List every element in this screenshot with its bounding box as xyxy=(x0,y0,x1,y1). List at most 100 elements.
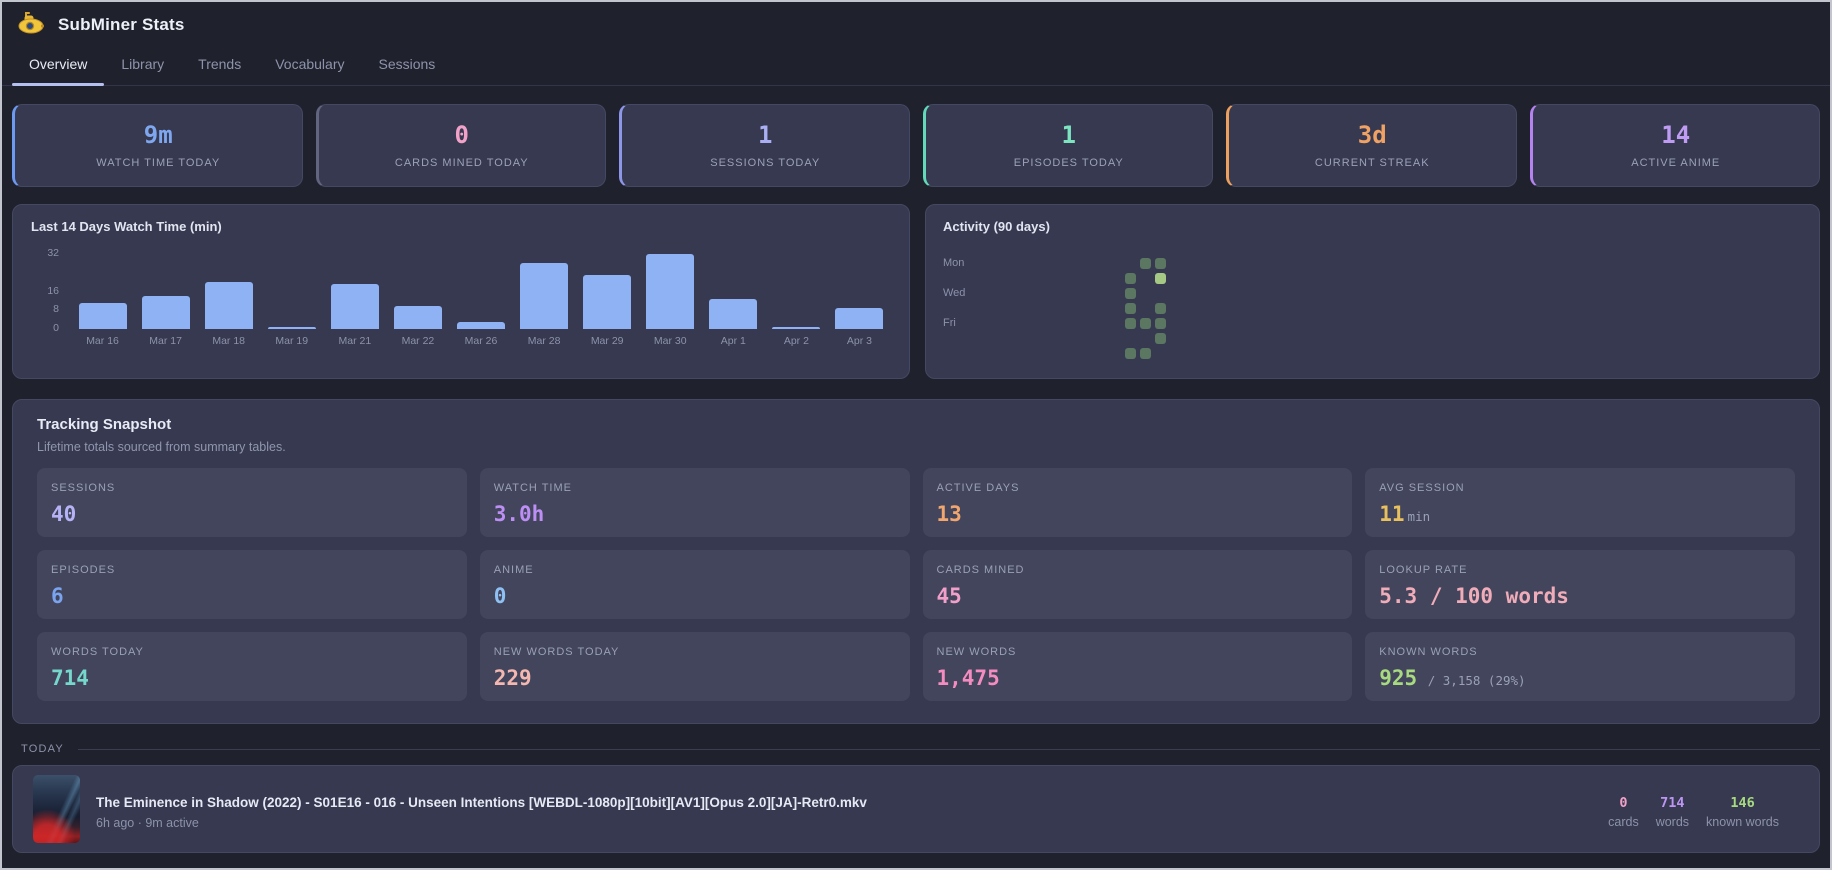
heatmap-cell xyxy=(1155,273,1166,284)
x-tick-label: Mar 18 xyxy=(212,335,246,347)
tile-value: 11 min xyxy=(1379,504,1781,525)
tile-label: CARDS MINED xyxy=(936,564,1025,576)
heatmap-cell xyxy=(1035,258,1046,269)
heatmap-cell xyxy=(990,318,1001,329)
heatmap-cell xyxy=(1035,303,1046,314)
snapshot-tile-avg-session: AVG SESSION 11 min xyxy=(1365,468,1795,537)
today-episode-row[interactable]: The Eminence in Shadow (2022) - S01E16 -… xyxy=(12,765,1820,853)
stat-card-active-anime: 14 ACTIVE ANIME xyxy=(1529,104,1820,187)
heatmap-grid xyxy=(975,258,1166,359)
tracking-subtitle: Lifetime totals sourced from summary tab… xyxy=(37,440,286,454)
stat-label: SESSIONS TODAY xyxy=(710,156,821,169)
tile-value: 40 xyxy=(51,504,453,525)
heatmap-cell xyxy=(1080,288,1091,299)
heatmap-cell xyxy=(990,288,1001,299)
stat-card-current-streak: 3d CURRENT STREAK xyxy=(1226,104,1517,187)
tile-label: NEW WORDS xyxy=(936,646,1017,658)
bar-slot: Mar 17 xyxy=(134,254,197,347)
snapshot-tile-known-words: KNOWN WORDS 925 / 3,158 (29%) xyxy=(1365,632,1795,701)
tile-value: 13 xyxy=(937,504,1339,525)
tile-value-main: 6 xyxy=(51,584,64,608)
episode-stat-value: 146 xyxy=(1730,795,1755,811)
heatmap-cell xyxy=(1035,333,1046,344)
y-tick: 16 xyxy=(47,284,59,297)
bar xyxy=(772,326,821,329)
heatmap-cell xyxy=(1125,258,1136,269)
heatmap-cell xyxy=(1095,273,1106,284)
tab-overview[interactable]: Overview xyxy=(12,44,105,86)
x-tick-label: Mar 17 xyxy=(149,335,182,347)
heatmap-cell xyxy=(1095,303,1106,314)
tile-value: 45 xyxy=(937,586,1339,607)
heatmap-cell xyxy=(1095,258,1106,269)
bar xyxy=(646,254,695,329)
episode-thumbnail xyxy=(33,775,80,843)
bar-slot: Mar 21 xyxy=(323,254,386,347)
episode-title: The Eminence in Shadow (2022) - S01E16 -… xyxy=(96,795,867,810)
tile-label: SESSIONS xyxy=(51,482,116,494)
y-tick: 0 xyxy=(53,322,59,334)
heatmap-cell xyxy=(1125,333,1136,344)
heatmap-cell xyxy=(1020,288,1031,299)
x-tick-label: Apr 1 xyxy=(720,335,746,347)
tile-value-main: 5.3 / 100 words xyxy=(1379,584,1569,608)
tab-trends[interactable]: Trends xyxy=(198,56,242,72)
episode-stat-label: words xyxy=(1655,815,1690,829)
tile-value: 1,475 xyxy=(937,668,1339,689)
heatmap-cell xyxy=(1080,348,1091,359)
y-tick: 8 xyxy=(53,303,59,316)
tracking-tiles: SESSIONS 40 WATCH TIME 3.0h ACTIVE DAYS 13 AVG… xyxy=(37,468,1795,701)
heatmap-cell xyxy=(1050,258,1061,269)
tile-value: 6 xyxy=(51,586,453,607)
heatmap-cell xyxy=(1155,288,1166,299)
tile-value: 3.0h xyxy=(494,504,896,525)
heatmap-cell xyxy=(1005,258,1016,269)
bar-slot: Mar 18 xyxy=(197,254,260,347)
bar xyxy=(709,298,758,329)
heatmap-cell xyxy=(1035,273,1046,284)
heatmap-cell xyxy=(1155,318,1166,329)
bar xyxy=(141,296,190,329)
heatmap-cell xyxy=(990,303,1001,314)
heatmap-cell xyxy=(1035,348,1046,359)
heatmap-cell xyxy=(975,348,986,359)
heatmap-cell xyxy=(1020,258,1031,269)
tile-label: ANIME xyxy=(493,564,534,576)
tile-value-main: 13 xyxy=(936,502,962,526)
heatmap-cell xyxy=(1065,258,1076,269)
tile-value: 714 xyxy=(51,668,453,689)
bar-slot: Mar 26 xyxy=(449,254,512,347)
episode-stat-known-words: 146 known words xyxy=(1706,795,1779,829)
tile-value-suffix: / 3,158 (29%) xyxy=(1420,673,1526,688)
heatmap-cell xyxy=(1080,303,1091,314)
snapshot-tile-lookup-rate: LOOKUP RATE 5.3 / 100 words xyxy=(1365,550,1795,619)
heatmap-cell xyxy=(1035,288,1046,299)
heatmap-cell xyxy=(975,333,986,344)
stat-label: CARDS MINED TODAY xyxy=(394,156,529,169)
heatmap-cell xyxy=(1065,318,1076,329)
heatmap-cell xyxy=(1050,318,1061,329)
episode-stat-label: known words xyxy=(1706,815,1779,829)
today-divider xyxy=(77,748,1820,750)
heatmap-cell xyxy=(1095,348,1106,359)
stat-card-sessions-today: 1 SESSIONS TODAY xyxy=(619,104,910,187)
main: 9m WATCH TIME TODAY 0 CARDS MINED TODAY 1 SES… xyxy=(2,104,1830,853)
heatmap-cell xyxy=(1110,258,1121,269)
heatmap-cell xyxy=(1155,348,1166,359)
episode-stats: 0 cards 714 words 146 known words xyxy=(1608,789,1779,829)
tile-value-suffix: min xyxy=(1407,509,1431,524)
tile-value-main: 229 xyxy=(493,666,532,690)
tab-vocabulary[interactable]: Vocabulary xyxy=(275,56,345,72)
heatmap-cell xyxy=(1050,303,1061,314)
episode-meta: 6h ago · 9m active xyxy=(96,816,199,830)
heatmap-cell xyxy=(1125,318,1136,329)
heatmap-cell xyxy=(1005,273,1016,284)
stat-label: CURRENT STREAK xyxy=(1314,156,1430,169)
tab-library[interactable]: Library xyxy=(121,56,165,72)
tile-value: 5.3 / 100 words xyxy=(1379,586,1781,607)
bar xyxy=(457,321,505,329)
tab-sessions[interactable]: Sessions xyxy=(378,56,436,72)
bar-slot: Apr 1 xyxy=(702,254,765,347)
heatmap-cell xyxy=(1050,333,1061,344)
heatmap-cell xyxy=(990,333,1001,344)
